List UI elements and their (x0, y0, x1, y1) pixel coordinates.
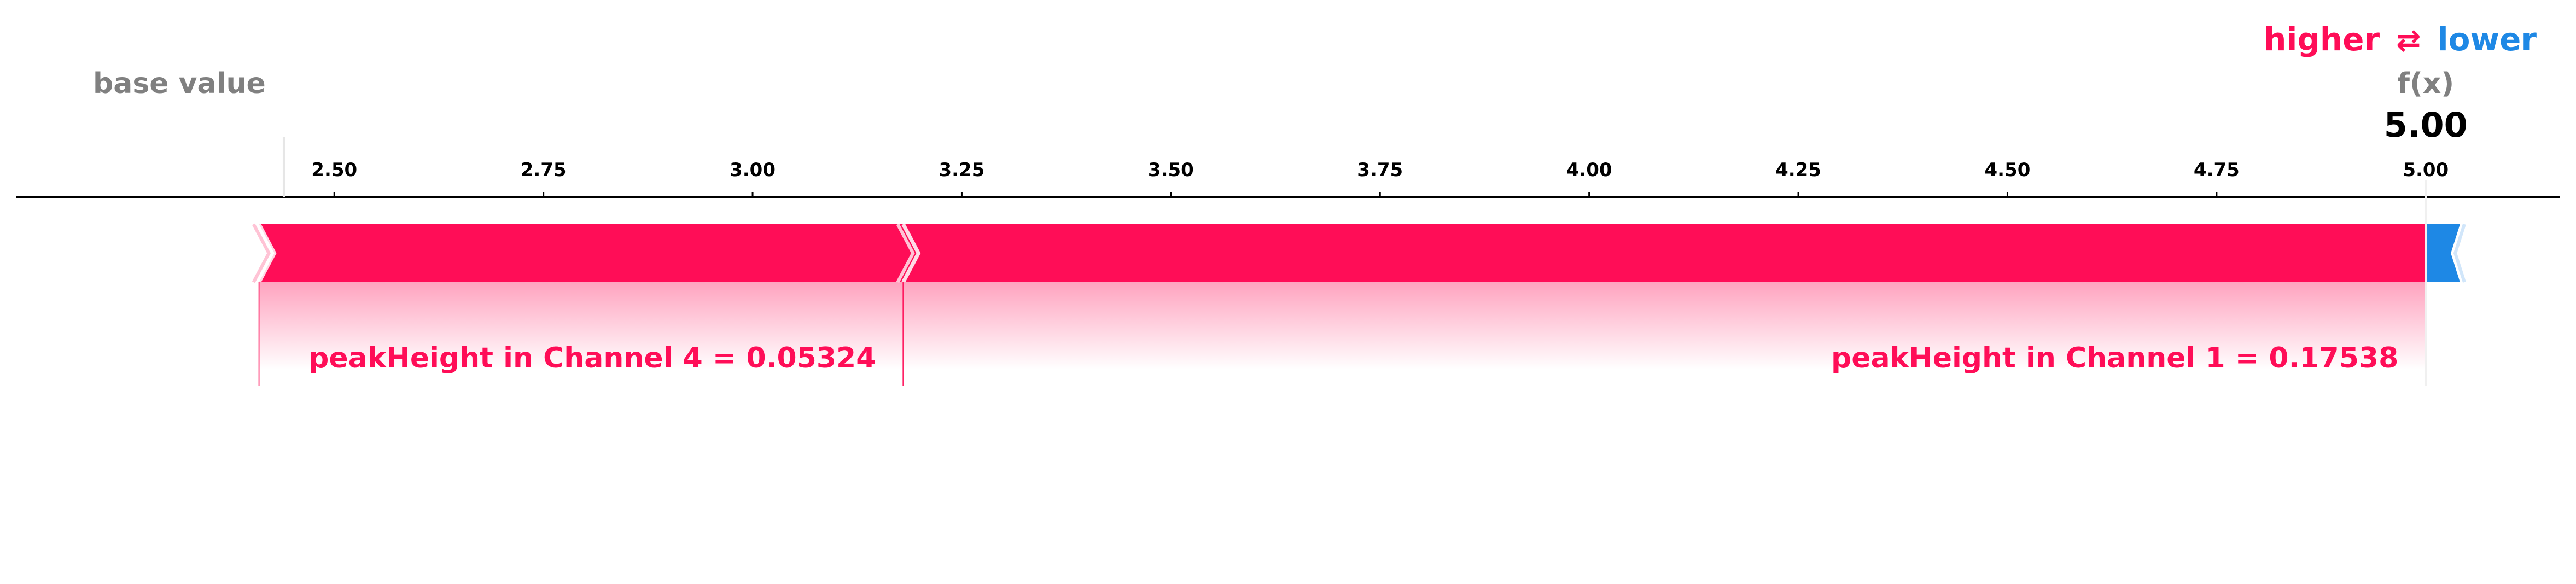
fx-value: 5.00 (2384, 105, 2468, 145)
segment-separator (901, 223, 921, 283)
fx-label: f(x) (2397, 67, 2454, 100)
x-tick-label: 4.50 (1985, 159, 2031, 181)
x-tick-label: 3.50 (1148, 159, 1194, 181)
x-tick-label: 5.00 (2403, 159, 2449, 181)
legend-higher: higher (2264, 21, 2380, 58)
x-tick-label: 2.50 (311, 159, 357, 181)
force-bar-higher (259, 224, 919, 282)
feature-label: peakHeight in Channel 1 = 0.17538 (1831, 342, 2398, 375)
segment-fade (259, 282, 904, 370)
legend: higher ⇄ lower (2264, 21, 2537, 58)
base-value-label: base value (93, 67, 266, 100)
x-tick-label: 4.25 (1775, 159, 1821, 181)
x-tick-label: 4.75 (2194, 159, 2240, 181)
segment-separator-glow (252, 223, 271, 283)
x-tick-label: 2.75 (521, 159, 567, 181)
legend-lower: lower (2437, 21, 2537, 58)
x-tick-label: 3.75 (1357, 159, 1403, 181)
segment-separator-glow (2453, 224, 2466, 283)
force-bar-lower (2426, 224, 2460, 282)
x-tick-label: 3.00 (730, 159, 776, 181)
segment-separator (257, 223, 277, 283)
segment-fade (903, 282, 2426, 370)
segment-separator-glow (896, 223, 915, 283)
x-tick-label: 4.00 (1566, 159, 1612, 181)
feature-label: peakHeight in Channel 4 = 0.05324 (308, 342, 876, 375)
x-tick-label: 3.25 (939, 159, 985, 181)
swap-arrows-icon: ⇄ (2396, 23, 2421, 57)
force-bar-higher (903, 224, 2426, 282)
